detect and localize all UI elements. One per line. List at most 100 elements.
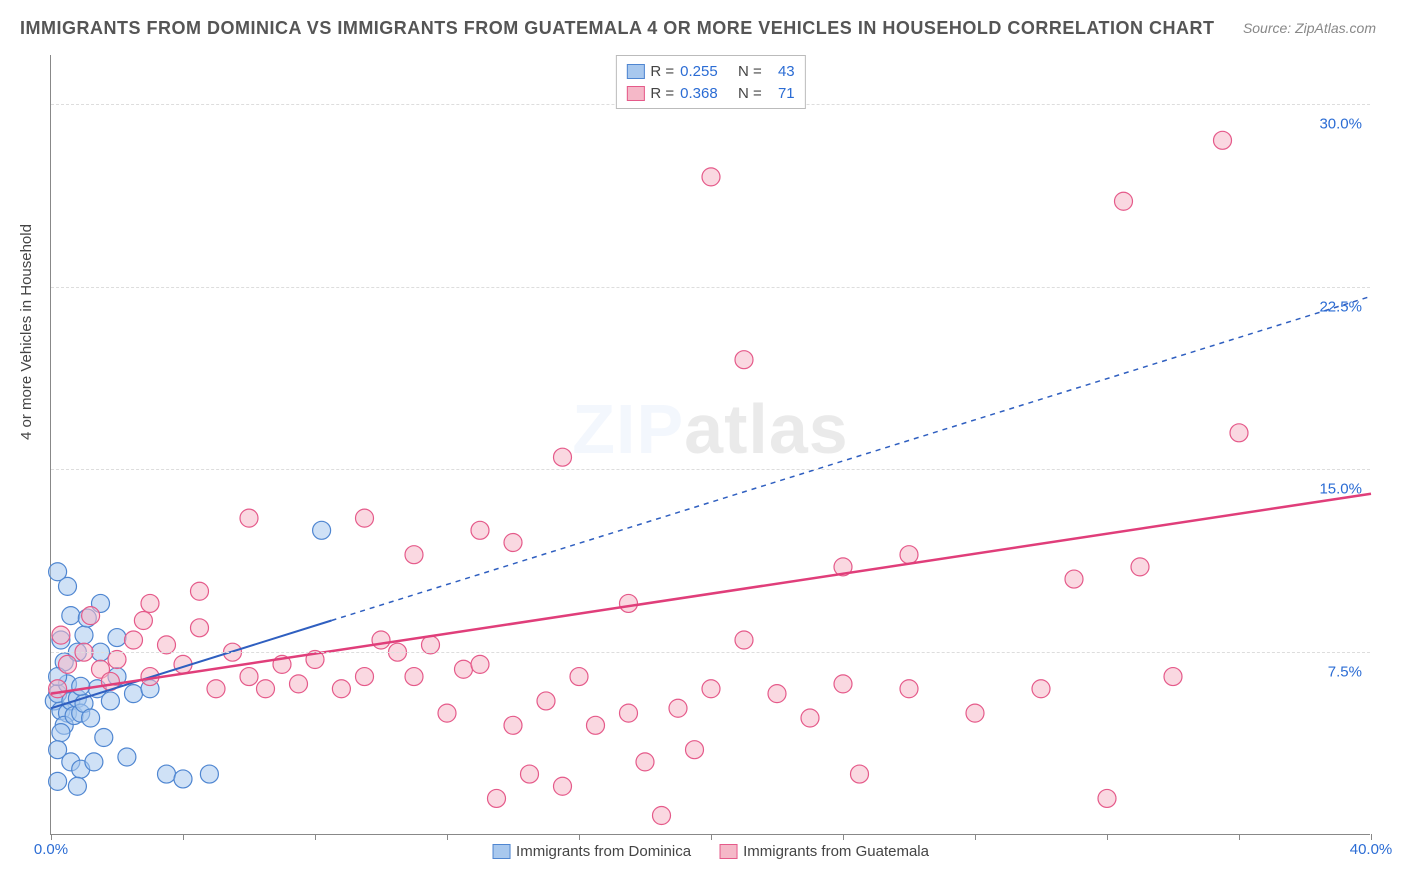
point-guatemala — [356, 668, 374, 686]
point-guatemala — [1214, 131, 1232, 149]
y-tick-label: 30.0% — [1319, 115, 1362, 132]
point-guatemala — [405, 546, 423, 564]
chart-title: IMMIGRANTS FROM DOMINICA VS IMMIGRANTS F… — [20, 18, 1214, 39]
point-dominica — [200, 765, 218, 783]
point-dominica — [49, 772, 67, 790]
y-axis-label: 4 or more Vehicles in Household — [18, 224, 35, 440]
legend-label: Immigrants from Dominica — [516, 843, 691, 860]
legend-row-dominica: R = 0.255 N = 43 — [626, 60, 794, 82]
point-dominica — [125, 685, 143, 703]
point-guatemala — [669, 699, 687, 717]
series-legend: Immigrants from Dominica Immigrants from… — [492, 843, 929, 860]
point-guatemala — [240, 509, 258, 527]
point-dominica — [108, 629, 126, 647]
point-guatemala — [356, 509, 374, 527]
point-guatemala — [801, 709, 819, 727]
point-guatemala — [82, 607, 100, 625]
point-guatemala — [620, 704, 638, 722]
point-guatemala — [620, 594, 638, 612]
point-guatemala — [686, 741, 704, 759]
point-guatemala — [438, 704, 456, 722]
point-guatemala — [422, 636, 440, 654]
swatch-dominica-icon — [492, 844, 510, 859]
point-guatemala — [372, 631, 390, 649]
point-guatemala — [702, 168, 720, 186]
point-guatemala — [471, 521, 489, 539]
point-guatemala — [134, 612, 152, 630]
correlation-legend: R = 0.255 N = 43 R = 0.368 N = 71 — [615, 55, 805, 109]
plot-area: ZIPatlas R = 0.255 N = 43 R = 0.368 N = … — [50, 55, 1370, 835]
point-guatemala — [332, 680, 350, 698]
point-guatemala — [108, 651, 126, 669]
point-guatemala — [257, 680, 275, 698]
point-dominica — [85, 753, 103, 771]
point-guatemala — [290, 675, 308, 693]
point-guatemala — [158, 636, 176, 654]
x-tick — [183, 834, 184, 840]
point-guatemala — [49, 680, 67, 698]
point-dominica — [174, 770, 192, 788]
point-guatemala — [554, 448, 572, 466]
point-guatemala — [52, 626, 70, 644]
x-tick — [843, 834, 844, 840]
legend-item-dominica: Immigrants from Dominica — [492, 843, 691, 860]
point-guatemala — [1230, 424, 1248, 442]
point-dominica — [68, 777, 86, 795]
swatch-dominica — [626, 64, 644, 79]
point-guatemala — [900, 680, 918, 698]
point-guatemala — [191, 619, 209, 637]
point-guatemala — [587, 716, 605, 734]
point-guatemala — [207, 680, 225, 698]
point-dominica — [75, 626, 93, 644]
point-guatemala — [504, 534, 522, 552]
x-tick — [579, 834, 580, 840]
gridline — [51, 652, 1370, 653]
point-guatemala — [59, 655, 77, 673]
y-tick-label: 22.5% — [1319, 298, 1362, 315]
legend-label: Immigrants from Guatemala — [743, 843, 929, 860]
x-tick — [1371, 834, 1372, 840]
point-dominica — [95, 729, 113, 747]
point-dominica — [313, 521, 331, 539]
point-guatemala — [702, 680, 720, 698]
point-guatemala — [900, 546, 918, 564]
point-guatemala — [504, 716, 522, 734]
point-guatemala — [1164, 668, 1182, 686]
point-dominica — [82, 709, 100, 727]
y-tick-label: 15.0% — [1319, 481, 1362, 498]
point-guatemala — [636, 753, 654, 771]
chart-svg — [51, 55, 1370, 834]
gridline — [51, 287, 1370, 288]
point-guatemala — [1131, 558, 1149, 576]
point-guatemala — [735, 351, 753, 369]
point-guatemala — [537, 692, 555, 710]
point-dominica — [118, 748, 136, 766]
point-guatemala — [966, 704, 984, 722]
point-guatemala — [240, 668, 258, 686]
x-tick-label: 0.0% — [34, 841, 68, 858]
swatch-guatemala — [626, 86, 644, 101]
y-tick-label: 7.5% — [1328, 664, 1362, 681]
point-dominica — [49, 563, 67, 581]
point-guatemala — [141, 594, 159, 612]
point-guatemala — [851, 765, 869, 783]
x-tick — [1107, 834, 1108, 840]
legend-row-guatemala: R = 0.368 N = 71 — [626, 82, 794, 104]
gridline — [51, 469, 1370, 470]
point-guatemala — [191, 582, 209, 600]
point-dominica — [72, 677, 90, 695]
point-guatemala — [570, 668, 588, 686]
point-guatemala — [405, 668, 423, 686]
x-tick — [315, 834, 316, 840]
legend-item-guatemala: Immigrants from Guatemala — [719, 843, 929, 860]
point-guatemala — [471, 655, 489, 673]
point-guatemala — [125, 631, 143, 649]
source-label: Source: ZipAtlas.com — [1243, 20, 1376, 36]
point-guatemala — [1115, 192, 1133, 210]
point-guatemala — [735, 631, 753, 649]
point-guatemala — [653, 807, 671, 825]
x-tick — [711, 834, 712, 840]
x-tick-label: 40.0% — [1350, 841, 1393, 858]
swatch-guatemala-icon — [719, 844, 737, 859]
point-guatemala — [768, 685, 786, 703]
